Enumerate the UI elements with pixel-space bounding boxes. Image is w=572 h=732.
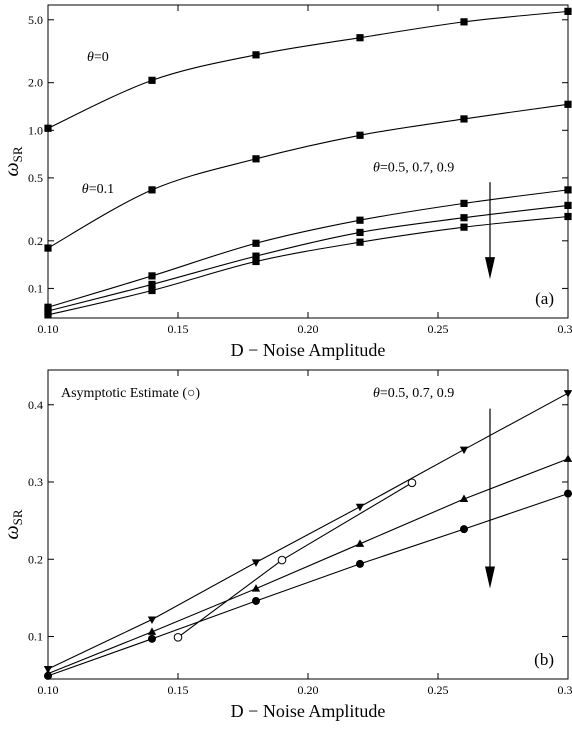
panel-a-marker-4-0: [44, 311, 52, 319]
panel-a-marker-4-5: [564, 212, 572, 221]
panel-a-marker-0-4: [460, 18, 468, 26]
panel-a-series-line-1: [47, 103, 569, 249]
panel-a-x-axis-label: D − Noise Amplitude: [231, 340, 386, 360]
panel-a-x-tick-label-0: 0.10: [38, 322, 59, 336]
panel-b-annotation-0: Asymptotic Estimate (○): [61, 386, 200, 401]
panel-b-marker-1-2: [251, 584, 261, 592]
panel-a-series-line-0: [47, 10, 569, 129]
panel-a-marker-2-5: [564, 186, 572, 194]
panel-b-marker-0-1: [147, 616, 157, 625]
panel-a-annotation-1: θ=0.1: [82, 182, 114, 197]
panel-b-marker-3-1: [277, 555, 287, 565]
panel-b-series-line-0: [47, 392, 569, 670]
panel-b-marker-3-0: [173, 632, 183, 642]
panel-b-y-tick-label-0: 0.1: [28, 630, 43, 644]
panel-b: 0.10 0.15 0.20 0.25 0.30 0.1 0.2 0.3 0.4 D − Nois…: [1, 369, 572, 721]
panel-b-x-tick-label-3: 0.25: [428, 683, 449, 697]
panel-a-marker-4-3: [356, 238, 364, 246]
panel-b-annotation-1: θ=0.5, 0.7, 0.9: [373, 386, 454, 401]
panel-a-marker-4-4: [460, 223, 468, 231]
panel-a-marker-1-2: [252, 155, 260, 163]
panel-b-marker-2-3: [356, 559, 364, 568]
panel-b-marker-0-2: [251, 559, 261, 567]
panel-a-marker-4-2: [252, 257, 260, 266]
panel-a-y-tick-label-0: 0.1: [28, 281, 43, 295]
panel-a-trend-arrow: [485, 182, 495, 280]
panel-a-y-tick-label-4: 2.0: [28, 76, 43, 90]
panel-a-series-line-2: [47, 189, 569, 308]
panel-a-marker-2-1: [148, 272, 156, 280]
panel-b-marker-3-2: [407, 478, 417, 488]
panel-b-series-line-3: [177, 482, 413, 638]
panel-b-marker-2-0: [44, 671, 52, 680]
panel-a-marker-1-4: [460, 115, 468, 123]
panel-a-marker-3-0: [44, 307, 52, 315]
panel-a-x-tick-label-1: 0.15: [168, 322, 189, 336]
panel-b-marker-2-4: [460, 525, 468, 534]
panel-a-marker-0-1: [148, 76, 156, 84]
panel-a-y-axis-label: ωSR: [1, 146, 25, 176]
panel-a-y-tick-label-1: 0.2: [28, 234, 43, 248]
panel-b-series-line-2: [47, 493, 569, 677]
panel-a-marker-2-3: [356, 216, 364, 224]
panel-b-trend-arrow: [485, 408, 495, 589]
panel-a-series-line-3: [47, 204, 569, 312]
panel-a-x-tick-label-3: 0.25: [428, 322, 449, 336]
panel-a-annotation-0: θ=0: [87, 50, 109, 65]
panel-b-marker-2-5: [564, 489, 572, 498]
panel-a-marker-1-0: [44, 244, 52, 252]
panel-a-y-tick-label-5: 5.0: [28, 13, 43, 27]
panel-b-marker-1-1: [147, 627, 157, 635]
panel-a-marker-3-3: [356, 228, 364, 237]
panel-b-panel-label: (b): [534, 650, 554, 669]
panel-a-marker-0-0: [44, 124, 52, 132]
panel-a-marker-4-1: [148, 286, 156, 295]
panel-b-marker-1-3: [355, 539, 365, 547]
panel-b-marker-0-3: [355, 503, 365, 512]
panel-a-marker-3-5: [564, 201, 572, 209]
panel-b-marker-2-2: [252, 596, 260, 605]
panel-b-y-tick-label-3: 0.4: [28, 398, 43, 412]
panel-a-y-tick-label-2: 0.5: [28, 171, 43, 185]
panel-b-marker-0-4: [459, 446, 469, 455]
panel-b-x-tick-label-2: 0.20: [298, 683, 319, 697]
panel-a-marker-3-2: [252, 252, 260, 260]
panel-a-marker-0-3: [356, 34, 364, 42]
panel-b-marker-2-1: [148, 634, 156, 643]
panel-a-series-line-4: [47, 215, 569, 316]
panel-a-marker-2-4: [460, 199, 468, 207]
panel-a-marker-3-4: [460, 214, 468, 222]
panel-b-y-tick-label-1: 0.2: [28, 552, 43, 566]
panel-a-marker-2-2: [252, 239, 260, 247]
panel-b-y-tick-label-2: 0.3: [28, 475, 43, 489]
panel-a-x-tick-label-4: 0.30: [558, 322, 572, 336]
panel-a-marker-1-5: [564, 100, 572, 108]
panel-b-y-axis-label: ωSR: [1, 509, 25, 539]
panel-b-x-axis-label: D − Noise Amplitude: [231, 701, 386, 721]
panel-a-y-tick-label-3: 1.0: [28, 123, 43, 137]
panel-a-panel-label: (a): [535, 289, 554, 308]
panel-b-x-tick-label-1: 0.15: [168, 683, 189, 697]
panel-b-marker-1-5: [563, 454, 572, 462]
panel-a-marker-0-2: [252, 51, 260, 59]
panel-a-x-tick-label-2: 0.20: [298, 322, 319, 336]
panel-a: 0.10 0.15 0.20 0.25 0.30 0.1 0.2 0.5 1.0 2.0 5.0 D …: [1, 4, 572, 360]
panel-b-x-tick-label-0: 0.10: [38, 683, 59, 697]
panel-a-marker-3-1: [148, 280, 156, 289]
panel-a-marker-1-3: [356, 131, 364, 139]
panel-a-marker-0-5: [564, 7, 572, 15]
panel-b-marker-1-4: [459, 494, 469, 503]
panel-b-x-tick-label-4: 0.30: [558, 683, 572, 697]
panel-a-annotation-2: θ=0.5, 0.7, 0.9: [373, 160, 454, 175]
panel-b-series-line-1: [47, 458, 569, 675]
panel-b-marker-0-5: [563, 390, 572, 398]
panel-a-marker-1-1: [148, 186, 156, 194]
panel-a-marker-2-0: [44, 303, 52, 311]
